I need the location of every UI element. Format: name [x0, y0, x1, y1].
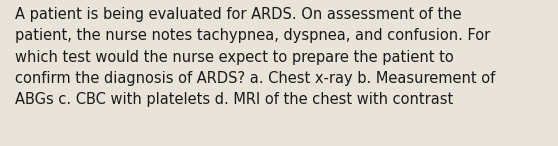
Text: A patient is being evaluated for ARDS. On assessment of the
patient, the nurse n: A patient is being evaluated for ARDS. O… — [16, 7, 496, 107]
